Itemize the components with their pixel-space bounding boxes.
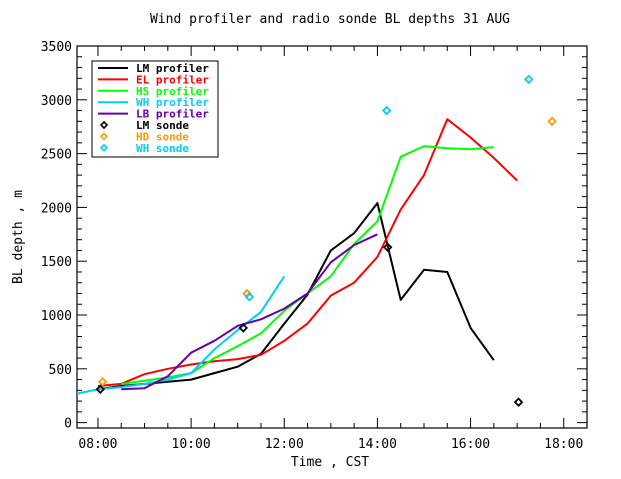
legend-label: HD sonde bbox=[136, 130, 189, 143]
legend-label: WH sonde bbox=[136, 142, 189, 155]
legend-label: LM sonde bbox=[136, 119, 189, 132]
x-tick-label: 10:00 bbox=[172, 437, 211, 452]
y-axis-title: BL depth , m bbox=[11, 190, 26, 284]
legend-box bbox=[91, 60, 219, 158]
sonde-marker-wh-sonde bbox=[524, 74, 534, 85]
y-tick-label: 1000 bbox=[41, 309, 72, 324]
sonde-marker-hd-sonde bbox=[97, 376, 108, 387]
legend-label: LB profiler bbox=[136, 108, 209, 121]
sonde-marker-lm-sonde bbox=[95, 384, 106, 395]
y-tick-label: 2500 bbox=[41, 148, 72, 163]
x-tick-label: 14:00 bbox=[358, 437, 397, 452]
x-tick-label: 18:00 bbox=[544, 437, 583, 452]
legend-swatch-marker bbox=[99, 143, 109, 152]
x-tick-label: 08:00 bbox=[78, 437, 117, 452]
series-line-lb-profiler bbox=[121, 233, 378, 391]
y-tick-label: 0 bbox=[64, 417, 72, 432]
y-tick-label: 3000 bbox=[41, 94, 72, 109]
legend-label: HS profiler bbox=[136, 85, 209, 98]
legend-label: EL profiler bbox=[136, 73, 209, 86]
y-tick-label: 3500 bbox=[41, 40, 72, 55]
sonde-marker-lm-sonde bbox=[382, 242, 393, 252]
sonde-marker-lm-sonde bbox=[238, 323, 249, 333]
series-line-el-profiler bbox=[97, 118, 518, 387]
plot-area: 08:00 10:00 12:00 14:00 16:00 18:00 0 500 1000 15… bbox=[41, 40, 588, 452]
plot-frame bbox=[76, 45, 588, 429]
chart-title: Wind profiler and radio sonde BL depths … bbox=[150, 12, 510, 27]
legend-swatch-marker bbox=[99, 120, 109, 130]
legend-label: LM profiler bbox=[136, 62, 209, 75]
x-tick-label: 16:00 bbox=[451, 437, 490, 452]
y-tick-label: 2000 bbox=[41, 201, 72, 216]
x-axis-title: Time , CST bbox=[291, 455, 369, 470]
sonde-marker-hd-sonde bbox=[547, 116, 557, 127]
legend-swatch-marker bbox=[99, 132, 109, 141]
series-line-lm-profiler bbox=[97, 202, 495, 391]
sonde-marker-wh-sonde bbox=[381, 105, 392, 116]
series-line-wh-profiler bbox=[76, 275, 286, 395]
sonde-marker-lm-sonde bbox=[513, 397, 524, 407]
legend-label: WH profiler bbox=[136, 96, 209, 109]
sonde-marker-wh-sonde bbox=[244, 291, 255, 302]
x-tick-label: 12:00 bbox=[265, 437, 304, 452]
y-tick-label: 1500 bbox=[41, 255, 72, 270]
y-tick-label: 500 bbox=[49, 363, 72, 378]
series-line-hs-profiler bbox=[121, 145, 494, 385]
